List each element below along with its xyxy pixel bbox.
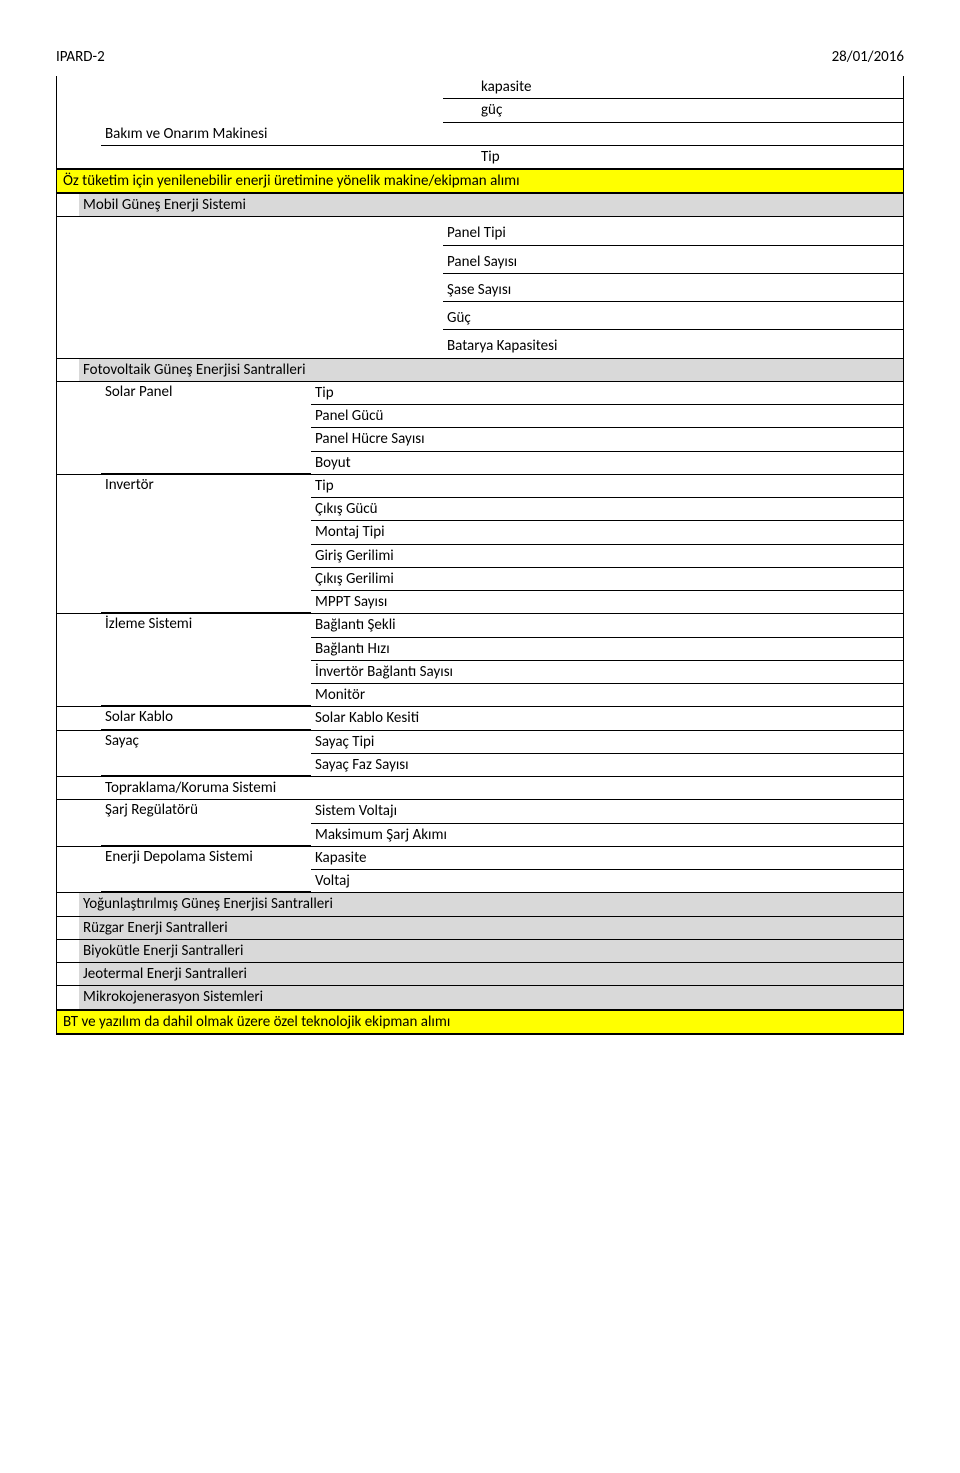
group-sarj: Şarj Regülatörü Sistem Voltajı Maksimum …: [57, 799, 903, 846]
group-invertor: Invertör Tip Çıkış Gücü Montaj Tipi Giri…: [57, 474, 903, 614]
val-tip-top: Tip: [443, 146, 903, 168]
group-solar-kablo: Solar Kablo Solar Kablo Kesiti: [57, 706, 903, 729]
sy-param-1: Sayaç Faz Sayısı: [311, 754, 903, 776]
page-header: IPARD-2 28/01/2016: [56, 48, 904, 66]
bottom-row-2: Biyokütle Enerji Santralleri: [79, 940, 903, 962]
iz-param-0: Bağlantı Şekli: [311, 614, 903, 637]
header-right: 28/01/2016: [832, 48, 904, 66]
mobil-param-4: Batarya Kapasitesi: [443, 330, 903, 357]
label-izleme: İzleme Sistemi: [101, 614, 311, 706]
mobil-param-3: Güç: [443, 302, 903, 330]
label-sarj: Şarj Regülatörü: [101, 800, 311, 846]
group-sayac: Sayaç Sayaç Tipi Sayaç Faz Sayısı: [57, 730, 903, 777]
iz-param-3: Monitör: [311, 684, 903, 706]
inv-param-3: Giriş Gerilimi: [311, 545, 903, 568]
ed-param-1: Voltaj: [311, 870, 903, 892]
row-kapasite: kapasite: [57, 76, 903, 99]
sr-param-1: Maksimum Şarj Akımı: [311, 824, 903, 846]
bottom-row-0: Yoğunlaştırılmış Güneş Enerjisi Santrall…: [79, 893, 903, 915]
row-tip: Tip: [57, 146, 903, 168]
group-izleme: İzleme Sistemi Bağlantı Şekli Bağlantı H…: [57, 613, 903, 706]
group-depolama: Enerji Depolama Sistemi Kapasite Voltaj: [57, 846, 903, 893]
bottom-row-3: Jeotermal Enerji Santralleri: [79, 963, 903, 985]
label-solar-panel: Solar Panel: [101, 382, 311, 474]
section-renewable-energy: Öz tüketim için yenilenebilir enerji üre…: [57, 168, 903, 194]
mobil-title: Mobil Güneş Enerji Sistemi: [79, 194, 903, 216]
bottom-row-1: Rüzgar Enerji Santralleri: [79, 917, 903, 939]
sp-param-3: Boyut: [311, 452, 903, 474]
foto-title: Fotovoltaik Güneş Enerjisi Santralleri: [79, 359, 903, 381]
mobil-param-2: Şase Sayısı: [443, 274, 903, 302]
section-bt-software: BT ve yazılım da dahil olmak üzere özel …: [57, 1009, 903, 1035]
label-topraklama: Topraklama/Koruma Sistemi: [101, 777, 903, 799]
group-solar-panel: Solar Panel Tip Panel Gücü Panel Hücre S…: [57, 382, 903, 474]
iz-param-2: İnvertör Bağlantı Sayısı: [311, 661, 903, 684]
sr-param-0: Sistem Voltajı: [311, 800, 903, 823]
row-foto-title: Fotovoltaik Güneş Enerjisi Santralleri: [57, 358, 903, 382]
val-guc: güç: [443, 99, 903, 122]
bottom-row-4: Mikrokojenerasyon Sistemleri: [79, 986, 903, 1008]
inv-param-0: Tip: [311, 475, 903, 498]
inv-param-4: Çıkış Gerilimi: [311, 568, 903, 591]
label-invertor: Invertör: [101, 475, 311, 614]
label-depolama: Enerji Depolama Sistemi: [101, 847, 311, 893]
sp-param-1: Panel Gücü: [311, 405, 903, 428]
main-table: kapasite güç Bakım ve Onarım Makinesi Ti…: [56, 76, 904, 1035]
bottom-categories: Yoğunlaştırılmış Güneş Enerjisi Santrall…: [57, 892, 903, 1008]
inv-param-2: Montaj Tipi: [311, 521, 903, 544]
label-solar-kablo: Solar Kablo: [101, 707, 311, 729]
row-guc: güç: [57, 99, 903, 122]
label-sayac: Sayaç: [101, 731, 311, 777]
sy-param-0: Sayaç Tipi: [311, 731, 903, 754]
mobil-params: Panel Tipi Panel Sayısı Şase Sayısı Güç …: [57, 217, 903, 357]
label-bakim: Bakım ve Onarım Makinesi: [101, 123, 903, 146]
sp-param-0: Tip: [311, 382, 903, 405]
inv-param-5: MPPT Sayısı: [311, 591, 903, 613]
mobil-param-0: Panel Tipi: [443, 217, 903, 245]
ed-param-0: Kapasite: [311, 847, 903, 870]
iz-param-1: Bağlantı Hızı: [311, 638, 903, 661]
val-kapasite: kapasite: [443, 76, 903, 99]
row-bakim: Bakım ve Onarım Makinesi: [57, 123, 903, 146]
sk-param-0: Solar Kablo Kesiti: [311, 707, 903, 729]
row-mobil-title: Mobil Güneş Enerji Sistemi: [57, 194, 903, 217]
mobil-param-1: Panel Sayısı: [443, 246, 903, 274]
header-left: IPARD-2: [56, 48, 105, 66]
group-topraklama: Topraklama/Koruma Sistemi: [57, 776, 903, 799]
inv-param-1: Çıkış Gücü: [311, 498, 903, 521]
sp-param-2: Panel Hücre Sayısı: [311, 428, 903, 451]
